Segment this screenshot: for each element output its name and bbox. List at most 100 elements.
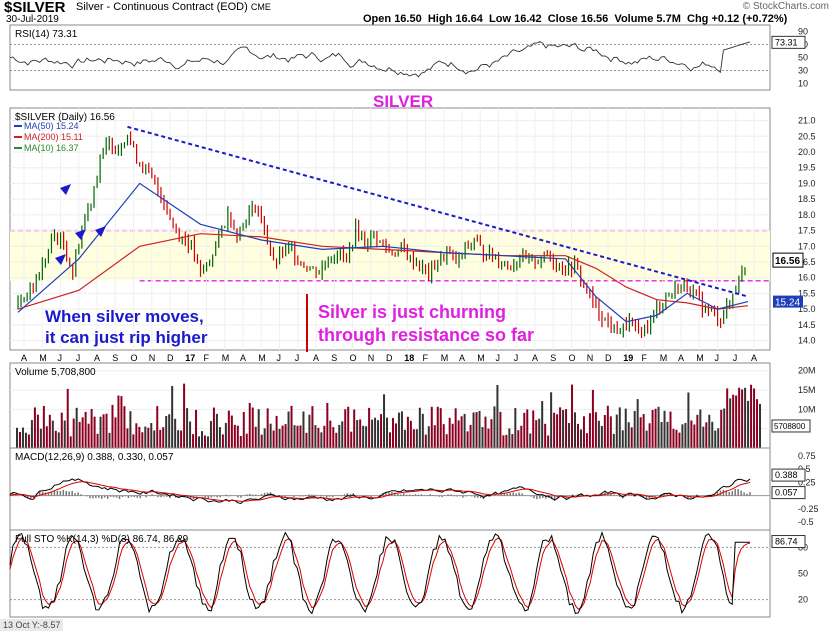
volume-bar [230, 415, 233, 448]
volume-bar [556, 414, 559, 448]
high-value: 16.64 [455, 13, 483, 25]
volume-bar [550, 392, 553, 448]
sto-tag [771, 535, 806, 549]
macd-tick-label: 0.25 [798, 477, 816, 487]
rsi-tick-label: 10 [798, 79, 808, 89]
price-tick-label: 17.0 [798, 241, 816, 251]
volume-bar [514, 408, 517, 448]
volume-bar [565, 409, 568, 448]
volume-bar [150, 423, 153, 448]
volume-bar [624, 408, 627, 448]
volume-bar [233, 424, 236, 448]
volume-bar [391, 417, 394, 448]
volume-bar [281, 425, 284, 448]
volume-bar [520, 425, 523, 448]
volume-bar [293, 425, 296, 448]
x-tick-label: N [368, 353, 375, 363]
volume-tick-label: 10M [798, 404, 816, 414]
volume-bar [562, 409, 565, 448]
arrow-icon [75, 229, 86, 240]
x-tick-label: A [532, 353, 538, 363]
volume-bar [123, 406, 126, 448]
volume-bar [735, 395, 738, 448]
volume-bar [418, 407, 421, 448]
volume-bar [380, 414, 383, 448]
volume-bar [57, 432, 60, 448]
volume-bar [117, 395, 120, 448]
volume-bar [744, 387, 747, 448]
crosshair-readout: 13 Oct Y:-8.57 [0, 619, 64, 631]
open-value: 16.50 [394, 13, 422, 25]
macd-hist-tag [771, 486, 806, 500]
volume-bar [362, 425, 365, 448]
volume-bar [436, 406, 439, 448]
volume-title: Volume 5,708,800 [15, 367, 96, 378]
sto-k-line [9, 530, 750, 615]
volume-bar [248, 402, 251, 448]
volume-bar [747, 400, 750, 448]
volume-bar [499, 411, 502, 448]
x-tick-label: S [112, 353, 118, 363]
x-tick-label: J [58, 353, 63, 363]
macd-tag [771, 468, 806, 482]
volume-bar [547, 435, 550, 448]
volume-bar [75, 407, 78, 448]
volume-bar [430, 406, 433, 448]
volume-bar [421, 413, 424, 448]
volume-bar [472, 412, 475, 448]
macd-title: MACD(12,26,9) 0.388, 0.330, 0.057 [15, 452, 174, 463]
price-panel-frame [9, 107, 771, 351]
volume-bar [702, 426, 705, 448]
volume-bar [374, 417, 377, 448]
price-tick-label: 19.0 [798, 178, 816, 188]
last-price-tag-text: 16.56 [775, 256, 800, 267]
volume-bar [753, 388, 756, 448]
volume-bar [329, 420, 332, 448]
volume-bar [353, 409, 356, 448]
rsi-value-tag-text: 73.31 [775, 37, 798, 47]
volume-bar [60, 412, 63, 448]
volume-bar [177, 430, 180, 448]
volume-bar [639, 417, 642, 448]
volume-bar [263, 428, 266, 448]
close-value: 16.56 [580, 13, 609, 25]
volume-bar [162, 427, 165, 448]
x-tick-label: J [295, 353, 300, 363]
macd-tag-text: 0.388 [775, 470, 798, 480]
volume-bar [206, 436, 209, 448]
price-tick-label: 20.5 [798, 131, 816, 141]
volume-bar [681, 424, 684, 448]
volume-bar [406, 416, 409, 448]
close-label: Close [547, 13, 578, 25]
x-tick-label: M [477, 353, 485, 363]
volume-bar [254, 426, 257, 448]
rsi-panel-frame [9, 24, 771, 91]
annotation-text: through resistance so far [318, 325, 534, 345]
volume-bar [663, 410, 666, 448]
volume-bar [517, 430, 520, 448]
volume-bar [457, 420, 460, 448]
volume-bar [714, 430, 717, 448]
volume-bar [69, 436, 72, 448]
x-tick-label: A [21, 353, 27, 363]
volume-bar [359, 419, 362, 448]
volume-bar [96, 433, 99, 448]
volume-bar [723, 408, 726, 448]
open-label: Open [363, 13, 392, 25]
volume-bar [66, 388, 69, 448]
rsi-tick-label: 30 [798, 66, 808, 76]
volume-bar [544, 423, 547, 448]
volume-bar [350, 431, 353, 448]
volume-bar [138, 426, 141, 448]
volume-bar [144, 426, 147, 448]
volume-bar [356, 420, 359, 448]
macd-hist-tag-text: 0.057 [775, 488, 798, 498]
volume-bar [397, 412, 400, 448]
volume-bar [612, 433, 615, 448]
sto-d-line [9, 537, 751, 610]
macd-line [9, 478, 751, 505]
volume-bar [36, 414, 39, 448]
volume-bar [224, 422, 227, 448]
volume-bar [532, 410, 535, 448]
volume-bar [615, 414, 618, 448]
